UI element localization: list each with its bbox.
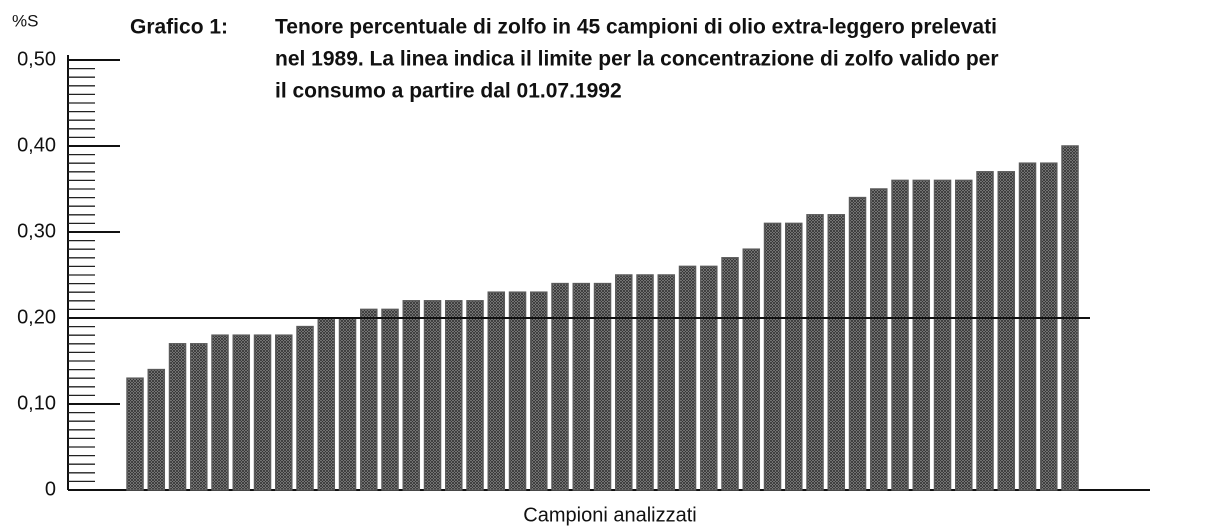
bar [593,282,612,491]
bar [275,334,293,491]
bar [551,282,569,491]
bar [296,325,314,491]
bar [445,300,463,491]
y-tick-label: 0,30 [17,220,56,242]
bar [636,274,654,491]
bar [657,274,676,491]
x-axis-label: Campioni analizzati [523,504,696,526]
bar [381,308,399,491]
y-tick-label: 0,50 [17,48,56,70]
bar [190,343,208,491]
bar [487,291,506,491]
y-tick-label: 0,40 [17,134,56,156]
y-axis-label: %S [12,11,38,30]
bar [721,257,739,491]
bar [338,317,357,491]
bar [211,334,229,491]
bar [891,179,909,491]
y-tick-label: 0,10 [17,392,56,414]
bar [423,300,442,491]
chart-title: nel 1989. La linea indica il limite per … [275,48,999,71]
bar [508,291,527,491]
chart-title: Tenore percentuale di zolfo in 45 campio… [275,16,997,39]
bar [253,334,272,491]
bar [848,196,867,491]
bar [360,308,378,491]
bar [147,368,166,491]
bar [678,265,697,491]
bar [933,179,952,491]
bar [317,317,336,491]
bar [827,214,846,491]
bar [232,334,251,491]
bar [615,274,633,491]
bar [763,222,782,491]
bar [1040,162,1058,491]
bar [742,248,761,491]
bar [168,343,187,491]
chart-title: il consumo a partire dal 01.07.1992 [275,80,622,103]
y-tick-label: 0 [45,478,56,500]
bar [466,300,484,491]
bar [806,214,824,491]
bar [912,179,931,491]
title-prefix: Grafico 1: [130,16,228,39]
bar [870,188,888,491]
bar [126,377,144,491]
bar [997,171,1016,491]
bar [700,265,718,491]
y-tick-label: 0,20 [17,306,56,328]
bar [955,179,973,491]
bar [785,222,803,491]
bar [402,300,421,491]
bar [572,282,591,491]
bar [530,291,548,491]
bar [976,171,994,491]
bar [1018,162,1037,491]
